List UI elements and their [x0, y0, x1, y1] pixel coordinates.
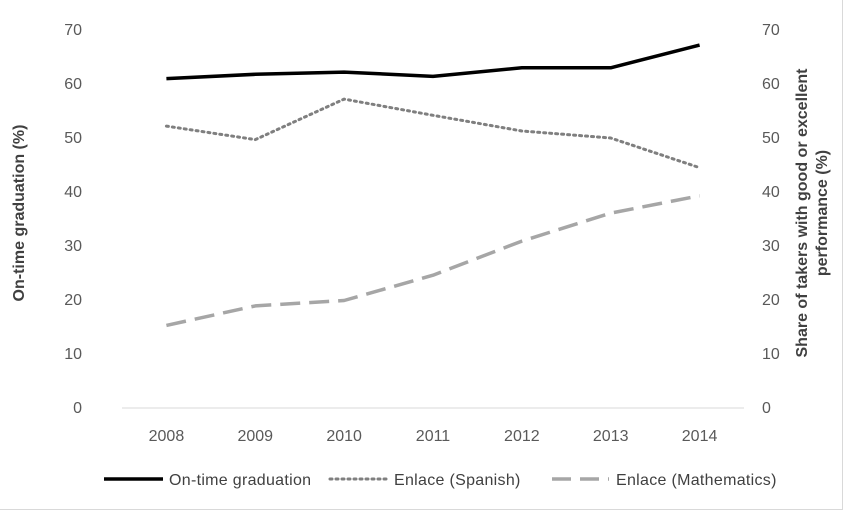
x-tick-label: 2010 — [326, 428, 362, 445]
series-line-enlace-mathematics — [166, 194, 700, 328]
right-tick-label: 40 — [762, 184, 780, 201]
legend-label-enlace-spanish: Enlace (Spanish) — [394, 472, 521, 489]
right-axis-title-line-1: Share of takers with good or excellent — [794, 68, 811, 358]
legend: On-time graduation Enlace (Spanish) Enlace… — [104, 472, 777, 489]
right-axis-title-line-2: performance (%) — [814, 150, 831, 276]
right-tick-label: 20 — [762, 292, 780, 309]
left-tick-label: 20 — [64, 292, 82, 309]
x-tick-label: 2014 — [682, 428, 718, 445]
x-tick-label: 2013 — [593, 428, 629, 445]
x-tick-label: 2009 — [237, 428, 273, 445]
left-tick-label: 50 — [64, 130, 82, 147]
left-tick-label: 70 — [64, 22, 82, 39]
right-tick-label: 70 — [762, 22, 780, 39]
x-tick-label: 2011 — [416, 428, 451, 445]
left-tick-label: 30 — [64, 238, 82, 255]
series-line-enlace-spanish — [164, 97, 702, 170]
legend-label-enlace-mathematics: Enlace (Mathematics) — [616, 472, 777, 489]
left-tick-label: 0 — [73, 400, 82, 417]
left-tick-label: 10 — [64, 346, 82, 363]
x-tick-label: 2008 — [149, 428, 185, 445]
legend-label-on-time-graduation: On-time graduation — [169, 472, 311, 489]
right-tick-label: 50 — [762, 130, 780, 147]
right-tick-label: 0 — [762, 400, 771, 417]
series-line-on-time-graduation — [166, 43, 701, 81]
right-tick-label: 60 — [762, 76, 780, 93]
right-tick-label: 10 — [762, 346, 780, 363]
x-tick-label: 2012 — [504, 428, 540, 445]
left-tick-label: 60 — [64, 76, 82, 93]
left-tick-label: 40 — [64, 184, 82, 201]
right-tick-label: 30 — [762, 238, 780, 255]
left-axis-title: On-time graduation (%) — [11, 125, 28, 302]
